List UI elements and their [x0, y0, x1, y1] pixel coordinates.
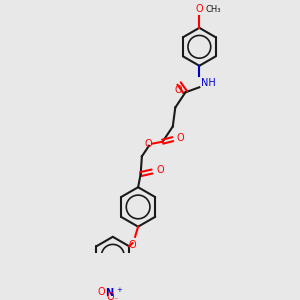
Text: O: O — [196, 4, 203, 14]
Text: O: O — [144, 139, 152, 149]
Text: N: N — [105, 288, 113, 298]
Text: O: O — [156, 165, 164, 175]
Text: CH₃: CH₃ — [206, 5, 221, 14]
Text: O: O — [174, 85, 182, 95]
Text: O: O — [106, 292, 114, 300]
Text: O: O — [129, 240, 136, 250]
Text: ⁻: ⁻ — [113, 295, 118, 300]
Text: O: O — [177, 133, 184, 143]
Text: NH: NH — [201, 78, 215, 88]
Text: O: O — [98, 287, 105, 298]
Text: +: + — [117, 287, 122, 293]
